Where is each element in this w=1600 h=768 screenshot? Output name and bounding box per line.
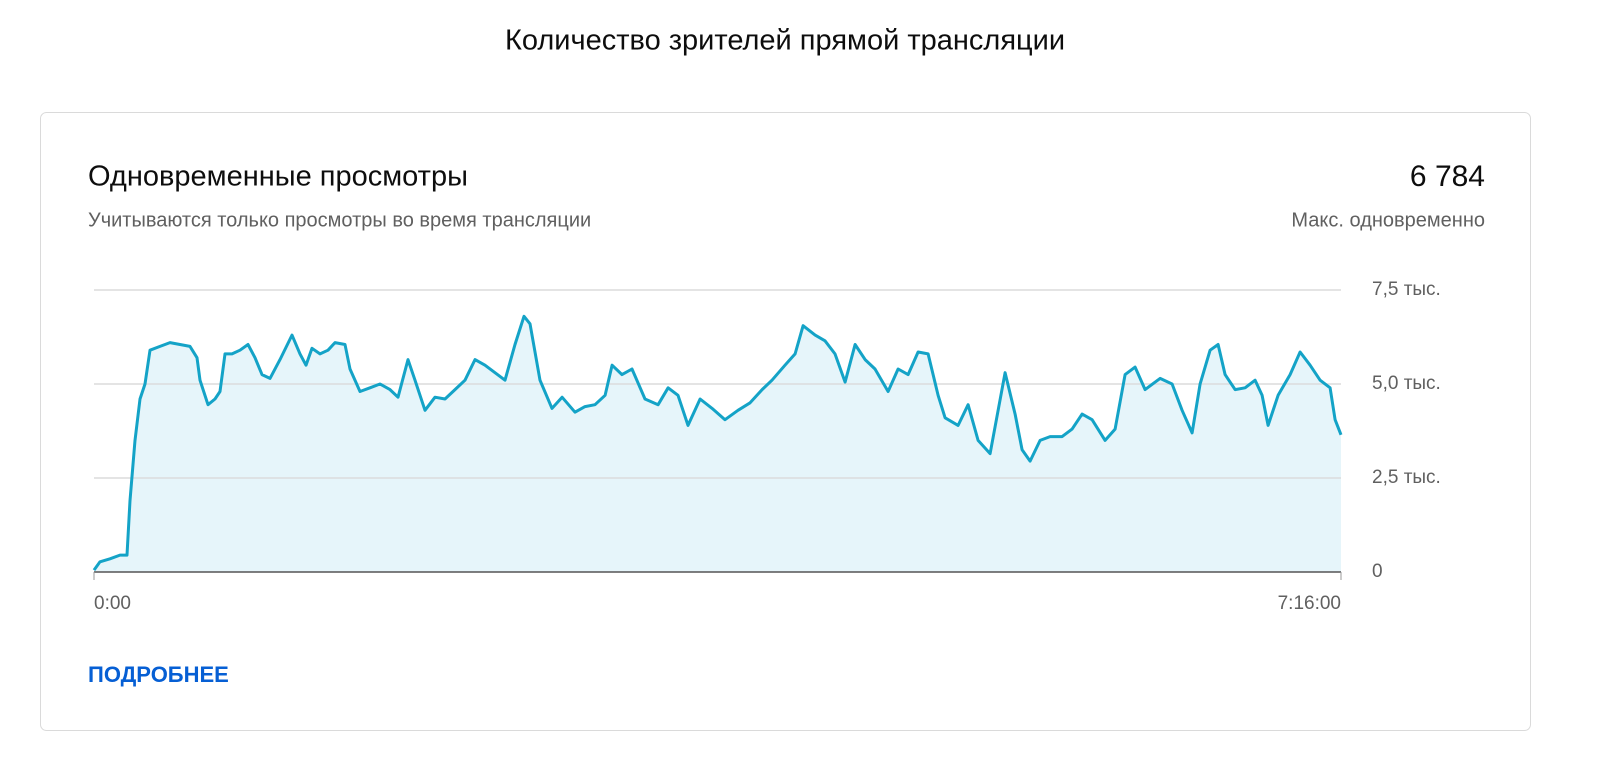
details-link[interactable]: ПОДРОБНЕЕ [88,662,229,687]
y-tick-label: 5,0 тыс. [1372,373,1441,394]
y-tick-label: 2,5 тыс. [1372,467,1441,488]
x-tick-label: 0:00 [94,593,131,614]
card-title: Одновременные просмотры [88,161,468,193]
line [92,314,1343,571]
area [94,316,1341,572]
chart: 0 2,5 тыс. 5,0 тыс. 7,5 тыс. 0:00 7:16:00 [92,279,1441,614]
max-label: Макс. одновременно [1291,209,1485,231]
page-title: Количество зрителей прямой трансляции [505,25,1065,57]
y-tick-label: 0 [1372,561,1383,582]
max-value: 6 784 [1410,160,1485,193]
card-subtitle: Учитываются только просмотры во время тр… [88,209,591,231]
y-tick-label: 7,5 тыс. [1372,279,1441,300]
x-tick-label: 7:16:00 [1278,593,1341,614]
